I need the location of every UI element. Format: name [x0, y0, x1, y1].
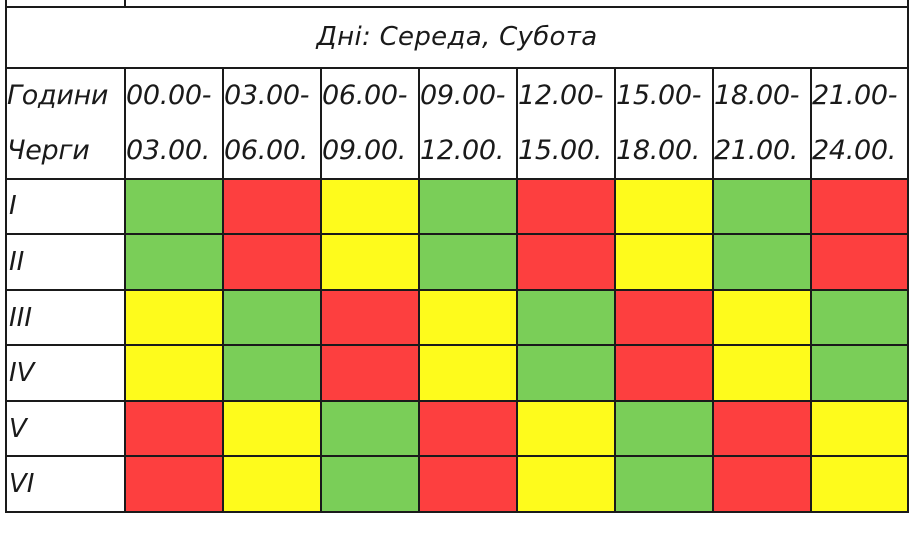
status-cell-yellow [418, 288, 518, 347]
status-cell-red [124, 455, 224, 513]
time-end-6: 21.00. [712, 123, 812, 180]
queue-label: III [5, 288, 126, 347]
title-row: Дні: Середа, Субота [5, 6, 909, 69]
outage-schedule-table: Дні: Середа, Субота Години 00.00- 03.00- 0… [5, 0, 909, 513]
queue-row: IV [5, 344, 909, 402]
time-end-5: 18.00. [614, 123, 714, 180]
status-cell-red [516, 233, 616, 291]
status-cell-green [614, 399, 714, 458]
time-end-3: 12.00. [418, 123, 518, 180]
status-cell-red [810, 233, 909, 291]
status-cell-green [418, 233, 518, 291]
status-cell-yellow [222, 399, 322, 458]
status-cell-green [320, 399, 420, 458]
status-cell-red [516, 177, 616, 236]
status-cell-green [614, 455, 714, 513]
time-start-2: 06.00- [320, 66, 420, 124]
queues-header-row: Черги 03.00. 06.00. 09.00. 12.00. 15.00. 18.0… [5, 123, 909, 180]
queue-label: V [5, 399, 126, 458]
queue-row: I [5, 177, 909, 236]
status-cell-green [516, 344, 616, 402]
time-end-2: 09.00. [320, 123, 420, 180]
status-cell-yellow [810, 399, 909, 458]
status-cell-yellow [124, 288, 224, 347]
status-cell-red [614, 344, 714, 402]
queue-label: I [5, 177, 126, 236]
status-cell-yellow [614, 177, 714, 236]
status-cell-red [418, 399, 518, 458]
hours-label: Години [5, 66, 126, 124]
status-cell-green [810, 344, 909, 402]
time-end-4: 15.00. [516, 123, 616, 180]
time-start-1: 03.00- [222, 66, 322, 124]
status-cell-green [320, 455, 420, 513]
status-cell-green [222, 344, 322, 402]
status-cell-red [614, 288, 714, 347]
time-end-0: 03.00. [124, 123, 224, 180]
status-cell-yellow [418, 344, 518, 402]
status-cell-yellow [712, 344, 812, 402]
time-start-5: 15.00- [614, 66, 714, 124]
queue-label: VI [5, 455, 126, 513]
queue-row: II [5, 233, 909, 291]
status-cell-yellow [516, 455, 616, 513]
status-cell-red [810, 177, 909, 236]
status-cell-yellow [320, 233, 420, 291]
status-cell-red [124, 399, 224, 458]
status-cell-yellow [516, 399, 616, 458]
time-start-6: 18.00- [712, 66, 812, 124]
hours-header-row: Години 00.00- 03.00- 06.00- 09.00- 12.00- 15.… [5, 66, 909, 124]
status-cell-green [418, 177, 518, 236]
status-cell-yellow [320, 177, 420, 236]
time-start-0: 00.00- [124, 66, 224, 124]
top-strip-row [5, 0, 909, 9]
status-cell-red [222, 233, 322, 291]
status-cell-red [418, 455, 518, 513]
queue-row: III [5, 288, 909, 347]
time-start-4: 12.00- [516, 66, 616, 124]
status-cell-green [124, 233, 224, 291]
queue-label: II [5, 233, 126, 291]
status-cell-green [712, 233, 812, 291]
status-cell-green [712, 177, 812, 236]
top-strip-cell-label [5, 0, 126, 9]
top-strip-cell [124, 0, 909, 9]
status-cell-green [516, 288, 616, 347]
time-start-7: 21.00- [810, 66, 909, 124]
queue-row: VI [5, 455, 909, 513]
status-cell-red [712, 399, 812, 458]
status-cell-yellow [614, 233, 714, 291]
status-cell-green [222, 288, 322, 347]
status-cell-yellow [810, 455, 909, 513]
time-start-3: 09.00- [418, 66, 518, 124]
status-cell-green [124, 177, 224, 236]
status-cell-red [222, 177, 322, 236]
status-cell-green [810, 288, 909, 347]
time-end-7: 24.00. [810, 123, 909, 180]
time-end-1: 06.00. [222, 123, 322, 180]
queues-label: Черги [5, 123, 126, 180]
status-cell-yellow [222, 455, 322, 513]
queue-label: IV [5, 344, 126, 402]
queue-row: V [5, 399, 909, 458]
status-cell-yellow [124, 344, 224, 402]
status-cell-yellow [712, 288, 812, 347]
status-cell-red [320, 288, 420, 347]
status-cell-red [320, 344, 420, 402]
schedule-title: Дні: Середа, Субота [5, 6, 909, 69]
status-cell-red [712, 455, 812, 513]
